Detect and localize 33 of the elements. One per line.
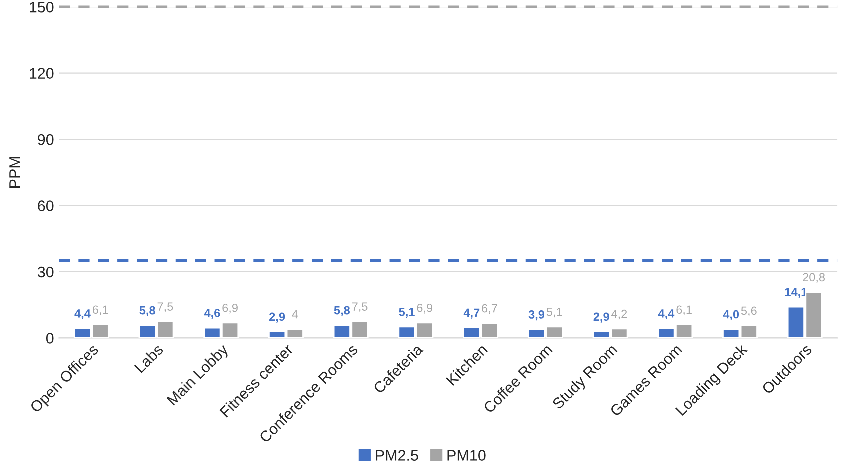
legend-label: PM2.5 <box>376 450 418 461</box>
y-tick-label: 0 <box>46 333 54 344</box>
data-label: 4,4 <box>658 310 675 320</box>
y-axis-title: PPM <box>10 157 20 188</box>
data-label: 6,1 <box>676 306 692 316</box>
data-label: 4,4 <box>74 310 91 320</box>
data-label: 6,9 <box>417 304 433 314</box>
y-tick-label: 60 <box>38 200 54 212</box>
data-label: 5,8 <box>140 306 156 316</box>
data-label: 6,1 <box>92 306 108 316</box>
data-label: 4,6 <box>204 309 220 320</box>
data-label: 4,7 <box>464 308 480 319</box>
data-label: 7,5 <box>158 302 174 312</box>
data-label: 2,9 <box>594 312 610 323</box>
y-tick-label: 150 <box>30 2 54 13</box>
data-label: 4,0 <box>723 310 740 320</box>
data-label: 20,8 <box>803 273 826 284</box>
y-tick-label: 90 <box>38 134 54 146</box>
data-label: 3,9 <box>528 310 545 321</box>
data-label: 5,1 <box>399 308 415 318</box>
data-label: 2,9 <box>270 312 286 323</box>
data-label: 5,6 <box>741 306 757 317</box>
data-label: 6,7 <box>482 304 498 314</box>
y-tick-label: 120 <box>30 68 54 79</box>
data-label: 5,1 <box>546 308 562 318</box>
y-tick-label: 30 <box>38 266 54 278</box>
data-label: 14,1 <box>785 288 808 298</box>
data-label: 4 <box>292 310 298 319</box>
legend-label: PM10 <box>448 450 486 461</box>
data-label: 7,5 <box>352 302 368 312</box>
data-label: 4,2 <box>612 310 628 320</box>
data-label: 5,8 <box>334 306 350 316</box>
data-label: 6,9 <box>222 304 238 314</box>
